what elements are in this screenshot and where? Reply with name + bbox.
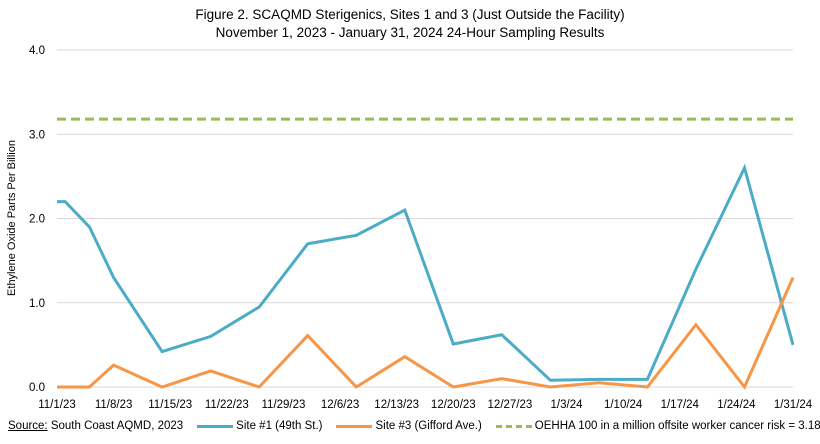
x-tick-label: 12/27/23	[488, 399, 533, 411]
source-text: South Coast AQMD, 2023	[50, 420, 184, 432]
x-tick-label: 12/6/23	[321, 399, 359, 411]
x-tick-label: 11/15/23	[148, 399, 192, 411]
legend-swatch-site3	[336, 424, 373, 428]
x-tick-label: 11/8/23	[95, 399, 133, 411]
source-label: Source:	[8, 420, 48, 432]
x-tick-label: 12/20/23	[431, 399, 476, 411]
y-tick-label: 2.0	[29, 214, 45, 226]
legend-item-site3: Site #3 (Gifford Ave.)	[336, 420, 482, 432]
legend-label-site1: Site #1 (49th St.)	[236, 420, 323, 432]
x-tick-label: 1/17/24	[661, 399, 700, 411]
legend: Source: South Coast AQMD, 2023 Site #1 (…	[8, 420, 820, 432]
x-tick-label: 12/13/23	[374, 399, 419, 411]
y-tick-label: 0.0	[29, 382, 45, 394]
x-tick-label: 1/3/24	[551, 399, 584, 411]
x-tick-label: 11/22/23	[205, 399, 249, 411]
chart-title: Figure 2. SCAQMD Sterigenics, Sites 1 an…	[195, 7, 625, 22]
legend-item-site1: Site #1 (49th St.)	[197, 420, 322, 432]
x-tick-label: 1/10/24	[604, 399, 643, 411]
legend-label-site3: Site #3 (Gifford Ave.)	[375, 420, 482, 432]
legend-swatch-site1	[197, 424, 234, 428]
y-tick-label: 1.0	[29, 298, 45, 310]
legend-item-threshold: OEHHA 100 in a million offsite worker ca…	[495, 420, 820, 432]
x-tick-label: 1/24/24	[717, 399, 756, 411]
series-line-site1	[57, 163, 795, 382]
y-axis-label: Ethylene Oxide Parts Per Billion	[6, 140, 18, 296]
chart-subtitle: November 1, 2023 - January 31, 2024 24-H…	[215, 25, 605, 40]
x-tick-label: 11/1/23	[38, 399, 76, 411]
x-tick-label: 1/31/24	[774, 399, 813, 411]
legend-label-threshold: OEHHA 100 in a million offsite worker ca…	[534, 420, 820, 432]
series-line-site3	[57, 276, 795, 390]
y-tick-label: 3.0	[29, 129, 45, 141]
legend-swatch-threshold	[495, 424, 532, 428]
x-tick-label: 11/29/23	[262, 399, 306, 411]
y-tick-label: 4.0	[29, 45, 45, 57]
